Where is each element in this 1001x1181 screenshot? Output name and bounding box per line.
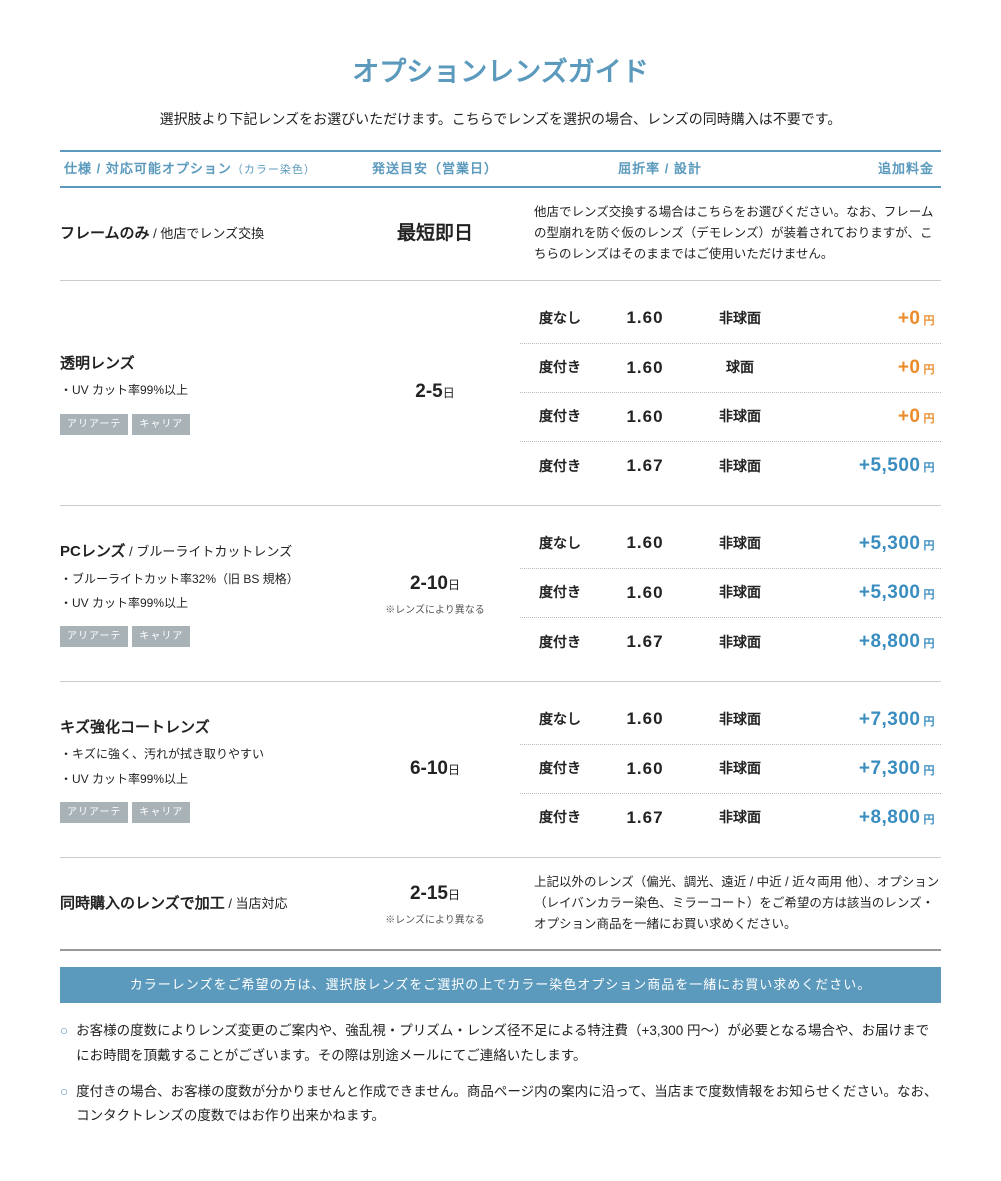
ship-days: 2-10日※レンズにより異なる xyxy=(350,520,520,667)
option-badge: アリアーテ xyxy=(60,802,128,823)
option-badge: アリアーテ xyxy=(60,626,128,647)
spec-title: PCレンズ / ブルーライトカットレンズ xyxy=(60,539,340,565)
option-badge: キャリア xyxy=(132,414,190,435)
note-item: ○お客様の度数によりレンズ変更のご案内や、強乱視・プリズム・レンズ径不足による特… xyxy=(60,1019,941,1068)
section-desc: 他店でレンズ交換する場合はこちらをお選びください。なお、フレームの型崩れを防ぐ仮… xyxy=(520,202,941,266)
price: +0円 xyxy=(790,401,941,433)
variant-row: 度なし1.60非球面+7,300円 xyxy=(520,696,941,745)
price: +5,300円 xyxy=(790,528,941,560)
subtitle: 選択肢より下記レンズをお選びいただけます。こちらでレンズを選択の場合、レンズの同… xyxy=(60,108,941,132)
section-row: 透明レンズ・UV カット率99%以上アリアーテキャリア 2-5日度なし1.60非球… xyxy=(60,281,941,506)
price: +0円 xyxy=(790,352,941,384)
price: +5,300円 xyxy=(790,577,941,609)
spec-bullet: ・UV カット率99%以上 xyxy=(60,380,340,400)
price: +8,800円 xyxy=(790,802,941,834)
variant-row: 度付き1.60非球面+7,300円 xyxy=(520,745,941,794)
circle-bullet-icon: ○ xyxy=(60,1080,68,1129)
ship-days: 最短即日 xyxy=(350,202,520,266)
spec-bullet: ・UV カット率99%以上 xyxy=(60,769,340,789)
option-badge: キャリア xyxy=(132,626,190,647)
variant-row: 度付き1.60球面+0円 xyxy=(520,344,941,393)
spec-title: 同時購入のレンズで加工 / 当店対応 xyxy=(60,891,340,917)
spec-bullet: ・キズに強く、汚れが拭き取りやすい xyxy=(60,744,340,764)
info-bar: カラーレンズをご希望の方は、選択肢レンズをご選択の上でカラー染色オプション商品を… xyxy=(60,967,941,1003)
ship-days: 2-15日※レンズにより異なる xyxy=(350,872,520,936)
notes-block: ○お客様の度数によりレンズ変更のご案内や、強乱視・プリズム・レンズ径不足による特… xyxy=(60,1019,941,1128)
spec-title: キズ強化コートレンズ xyxy=(60,715,340,741)
section-row: PCレンズ / ブルーライトカットレンズ・ブルーライトカット率32%（旧 BS … xyxy=(60,506,941,682)
ship-days: 6-10日 xyxy=(350,696,520,843)
table-header: 仕様 / 対応可能オプション（カラー染色） 発送目安（営業日） 屈折率 / 設計… xyxy=(60,150,941,188)
price: +5,500円 xyxy=(790,450,941,482)
price: +0円 xyxy=(790,303,941,335)
spec-bullet: ・UV カット率99%以上 xyxy=(60,593,340,613)
price: +7,300円 xyxy=(790,753,941,785)
variant-row: 度付き1.67非球面+5,500円 xyxy=(520,442,941,490)
section-row: フレームのみ / 他店でレンズ交換最短即日他店でレンズ交換する場合はこちらをお選… xyxy=(60,188,941,281)
option-badge: アリアーテ xyxy=(60,414,128,435)
variant-row: 度付き1.60非球面+0円 xyxy=(520,393,941,442)
variant-row: 度なし1.60非球面+5,300円 xyxy=(520,520,941,569)
option-badge: キャリア xyxy=(132,802,190,823)
section-row: 同時購入のレンズで加工 / 当店対応 2-15日※レンズにより異なる上記以外のレン… xyxy=(60,858,941,952)
spec-bullet: ・ブルーライトカット率32%（旧 BS 規格） xyxy=(60,569,340,589)
variant-row: 度なし1.60非球面+0円 xyxy=(520,295,941,344)
variant-row: 度付き1.60非球面+5,300円 xyxy=(520,569,941,618)
price: +7,300円 xyxy=(790,704,941,736)
note-item: ○度付きの場合、お客様の度数が分かりませんと作成できません。商品ページ内の案内に… xyxy=(60,1080,941,1129)
variant-row: 度付き1.67非球面+8,800円 xyxy=(520,618,941,666)
spec-title: 透明レンズ xyxy=(60,351,340,377)
page-title: オプションレンズガイド xyxy=(60,50,941,96)
price: +8,800円 xyxy=(790,626,941,658)
section-row: キズ強化コートレンズ・キズに強く、汚れが拭き取りやすい・UV カット率99%以上… xyxy=(60,682,941,858)
ship-days: 2-5日 xyxy=(350,295,520,491)
variant-row: 度付き1.67非球面+8,800円 xyxy=(520,794,941,842)
circle-bullet-icon: ○ xyxy=(60,1019,68,1068)
section-desc: 上記以外のレンズ（偏光、調光、遠近 / 中近 / 近々両用 他）、オプション（レ… xyxy=(520,872,941,936)
spec-title: フレームのみ / 他店でレンズ交換 xyxy=(60,221,340,247)
